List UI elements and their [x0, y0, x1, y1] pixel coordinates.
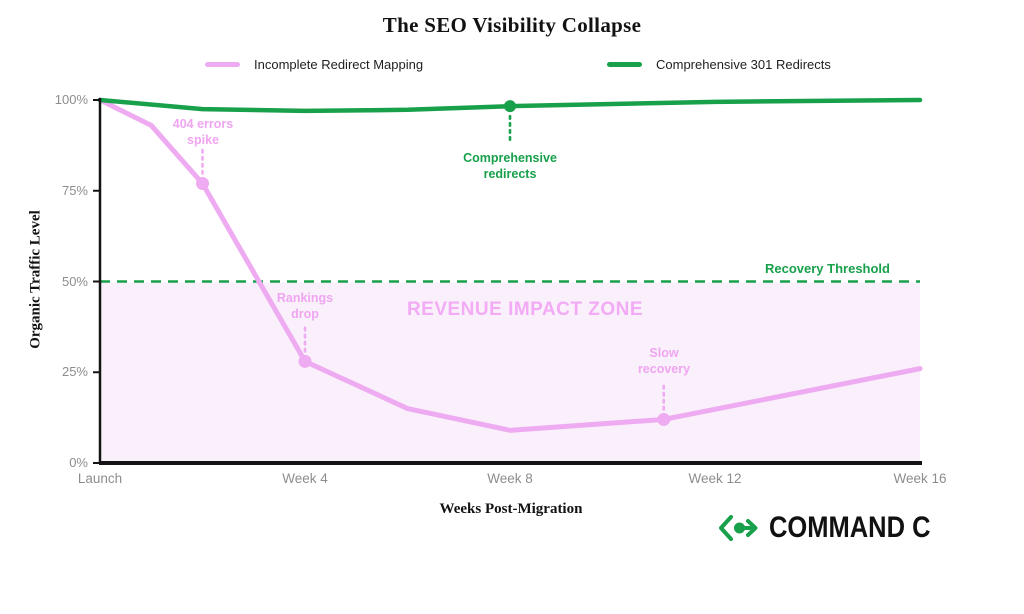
y-tick-75: 75% — [61, 183, 88, 198]
legend-item-incomplete-redirect-mapping: Incomplete Redirect Mapping — [205, 55, 423, 73]
command-c-arrow-icon — [719, 515, 758, 541]
x-tick-week-4: Week 4 — [282, 471, 328, 486]
y-tick-50: 50% — [61, 274, 88, 289]
legend-swatch-green — [607, 61, 642, 67]
annotation-comprehensive-redirects: Comprehensive redirects — [463, 151, 557, 181]
command-c-logo: COMMAND C — [716, 511, 959, 545]
recovery-threshold-label: Recovery Threshold — [765, 261, 890, 276]
x-tick-launch: Launch — [77, 471, 123, 486]
x-tick-week-8: Week 8 — [487, 471, 533, 486]
annotation-slow-recovery: Slow recovery — [637, 346, 691, 376]
legend-label: Incomplete Redirect Mapping — [254, 56, 424, 72]
y-tick-100: 100% — [54, 92, 88, 107]
x-tick-week-16: Week 16 — [893, 471, 947, 486]
logo-text: COMMAND C — [769, 511, 931, 544]
y-tick-25: 25% — [61, 364, 88, 379]
y-tick-0: 0% — [69, 455, 88, 470]
revenue-impact-zone-label: REVENUE IMPACT ZONE — [406, 299, 644, 320]
y-axis-label: Organic Traffic Level — [27, 210, 44, 349]
x-axis-label: Weeks Post-Migration — [439, 501, 583, 517]
annotation-rankings-drop: Rankings drop — [276, 291, 334, 321]
x-tick-week-12: Week 12 — [688, 471, 742, 486]
legend-item-comprehensive-301-redirects: Comprehensive 301 Redirects — [607, 55, 831, 73]
legend-swatch-pink — [205, 61, 240, 67]
chart-title: The SEO Visibility Collapse — [382, 13, 642, 37]
legend-label: Comprehensive 301 Redirects — [656, 56, 831, 72]
annotation-404-errors-spike: 404 errors spike — [172, 117, 234, 147]
